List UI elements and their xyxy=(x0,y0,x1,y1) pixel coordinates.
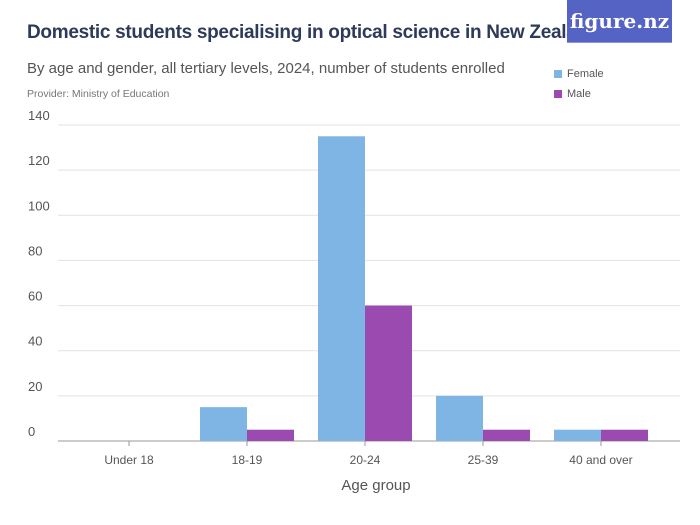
bar-male xyxy=(365,305,412,441)
chart-subtitle: By age and gender, all tertiary levels, … xyxy=(27,60,505,77)
legend-label-male: Male xyxy=(567,88,591,100)
provider-note: Provider: Ministry of Education xyxy=(27,88,170,100)
y-tick-label: 60 xyxy=(28,289,42,304)
y-tick-label: 0 xyxy=(28,424,35,439)
x-axis-label: Age group xyxy=(341,477,410,494)
bar-male xyxy=(247,429,294,441)
legend-swatch-male xyxy=(554,90,562,98)
y-tick-label: 100 xyxy=(28,198,50,213)
y-tick-label: 40 xyxy=(28,334,42,349)
x-tick-label: 20-24 xyxy=(350,453,381,467)
y-tick-label: 80 xyxy=(28,243,42,258)
x-tick-label: 40 and over xyxy=(569,453,632,467)
figure-nz-logo[interactable]: figure.nz xyxy=(567,0,672,43)
x-tick-label: 18-19 xyxy=(232,453,263,467)
y-tick-label: 140 xyxy=(28,108,50,123)
bar-female xyxy=(318,136,365,442)
y-tick-label: 120 xyxy=(28,153,50,168)
bar-female xyxy=(554,429,601,441)
bar-male xyxy=(483,429,530,441)
bar-female xyxy=(436,395,483,441)
x-tick-label: Under 18 xyxy=(104,453,154,467)
bar-female xyxy=(200,407,247,441)
chart-title: Domestic students specialising in optica… xyxy=(27,22,600,43)
logo-text: figure.nz xyxy=(569,9,670,33)
x-tick-label: 25-39 xyxy=(468,453,499,467)
bar-male xyxy=(601,429,648,441)
legend-label-female: Female xyxy=(567,68,604,80)
legend-item-male: Male xyxy=(554,84,604,104)
legend-item-female: Female xyxy=(554,64,604,84)
y-tick-label: 20 xyxy=(28,379,42,394)
legend: Female Male xyxy=(554,64,604,104)
legend-swatch-female xyxy=(554,70,562,78)
